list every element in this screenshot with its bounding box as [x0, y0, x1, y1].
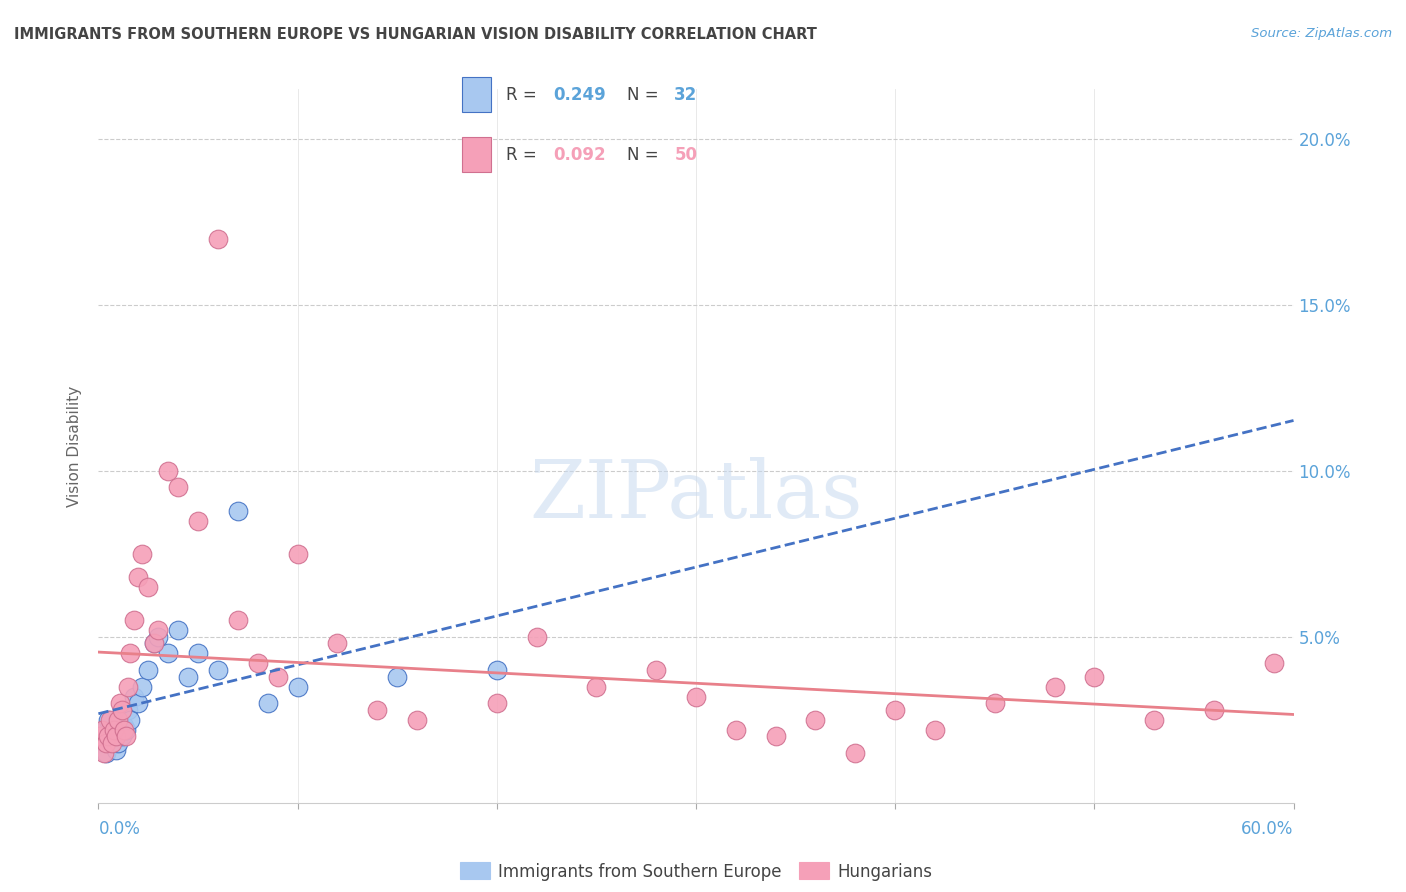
- Point: [207, 231, 229, 245]
- Point: [385, 670, 409, 684]
- Point: [111, 730, 134, 744]
- Point: [157, 464, 180, 478]
- Text: ZIPatlas: ZIPatlas: [529, 457, 863, 535]
- Point: [124, 613, 146, 627]
- Point: [100, 736, 122, 750]
- Point: [101, 730, 124, 744]
- Point: [167, 624, 190, 638]
- Point: [724, 723, 747, 737]
- Point: [107, 736, 129, 750]
- Text: R =: R =: [506, 86, 543, 103]
- Point: [844, 746, 866, 760]
- Text: N =: N =: [627, 146, 664, 164]
- Point: [1143, 713, 1166, 727]
- Text: 0.249: 0.249: [554, 86, 606, 103]
- Point: [127, 570, 149, 584]
- Point: [167, 481, 190, 495]
- Point: [267, 670, 290, 684]
- Point: [287, 680, 309, 694]
- Point: [485, 696, 508, 710]
- Point: [110, 696, 132, 710]
- Legend: Immigrants from Southern Europe, Hungarians: Immigrants from Southern Europe, Hungari…: [453, 855, 939, 888]
- Point: [765, 730, 787, 744]
- Point: [884, 703, 907, 717]
- Text: 0.092: 0.092: [554, 146, 606, 164]
- Text: 60.0%: 60.0%: [1241, 820, 1294, 838]
- Point: [157, 647, 180, 661]
- Point: [117, 703, 139, 717]
- Point: [143, 636, 166, 650]
- Y-axis label: Vision Disability: Vision Disability: [67, 385, 83, 507]
- Point: [112, 719, 135, 733]
- Point: [112, 723, 135, 737]
- Point: [585, 680, 607, 694]
- Point: [115, 730, 138, 744]
- Point: [685, 690, 707, 704]
- Point: [1083, 670, 1105, 684]
- FancyBboxPatch shape: [461, 137, 491, 172]
- Point: [1263, 657, 1285, 671]
- Point: [1202, 703, 1225, 717]
- Point: [110, 713, 132, 727]
- Point: [131, 547, 153, 561]
- Point: [148, 624, 170, 638]
- Point: [148, 630, 170, 644]
- Point: [256, 696, 278, 710]
- Point: [326, 636, 349, 650]
- Text: 0.0%: 0.0%: [98, 820, 141, 838]
- Point: [120, 713, 142, 727]
- Text: Source: ZipAtlas.com: Source: ZipAtlas.com: [1251, 27, 1392, 40]
- Point: [485, 663, 508, 677]
- Point: [287, 547, 309, 561]
- Point: [91, 723, 114, 737]
- Point: [226, 613, 249, 627]
- Point: [89, 730, 111, 744]
- Text: 32: 32: [675, 86, 697, 103]
- Point: [131, 680, 153, 694]
- Point: [124, 690, 146, 704]
- Text: N =: N =: [627, 86, 664, 103]
- Point: [101, 736, 124, 750]
- Text: 50: 50: [675, 146, 697, 164]
- Point: [127, 696, 149, 710]
- Point: [136, 580, 159, 594]
- Point: [984, 696, 1007, 710]
- Text: IMMIGRANTS FROM SOUTHERN EUROPE VS HUNGARIAN VISION DISABILITY CORRELATION CHART: IMMIGRANTS FROM SOUTHERN EUROPE VS HUNGA…: [14, 27, 817, 42]
- Point: [117, 680, 139, 694]
- Point: [105, 742, 128, 756]
- Point: [96, 746, 118, 760]
- Point: [100, 713, 122, 727]
- Point: [187, 514, 209, 528]
- Point: [246, 657, 269, 671]
- Point: [136, 663, 159, 677]
- Point: [91, 730, 114, 744]
- Point: [804, 713, 827, 727]
- Point: [107, 713, 129, 727]
- Point: [120, 647, 142, 661]
- Point: [924, 723, 946, 737]
- Point: [1043, 680, 1066, 694]
- Point: [207, 663, 229, 677]
- Point: [96, 736, 118, 750]
- Point: [526, 630, 548, 644]
- Point: [93, 746, 115, 760]
- Text: R =: R =: [506, 146, 543, 164]
- Point: [226, 504, 249, 518]
- Point: [103, 723, 125, 737]
- Point: [187, 647, 209, 661]
- Point: [93, 723, 115, 737]
- FancyBboxPatch shape: [461, 78, 491, 112]
- Point: [105, 730, 128, 744]
- Point: [645, 663, 668, 677]
- Point: [111, 703, 134, 717]
- Point: [103, 723, 125, 737]
- Point: [366, 703, 388, 717]
- Point: [406, 713, 429, 727]
- Point: [115, 723, 138, 737]
- Point: [89, 736, 111, 750]
- Point: [177, 670, 200, 684]
- Point: [97, 713, 120, 727]
- Point: [97, 730, 120, 744]
- Point: [143, 636, 166, 650]
